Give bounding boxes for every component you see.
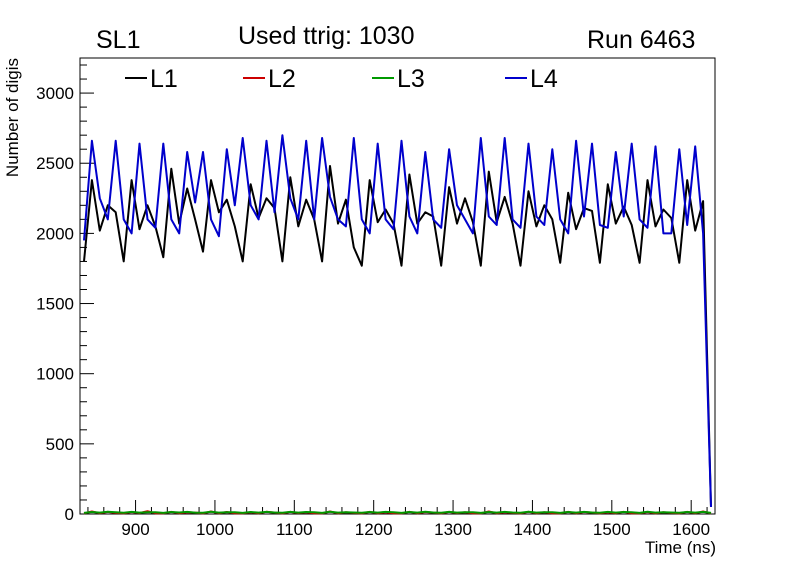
plot-frame	[79, 57, 716, 515]
x-tick-label: 1500	[593, 520, 631, 539]
y-tick-label: 1000	[36, 365, 74, 384]
y-tick-label: 3000	[36, 84, 74, 103]
series-lines	[83, 134, 712, 515]
legend-label-l3: L3	[397, 65, 425, 93]
x-tick-label: 1300	[434, 520, 472, 539]
x-tick-label: 1200	[355, 520, 393, 539]
y-tick-label: 1500	[36, 295, 74, 314]
run-label: Run 6463	[587, 26, 696, 54]
x-tick-label: 900	[121, 520, 149, 539]
y-axis-label: Number of digis	[3, 58, 22, 177]
y-axis: 0 500 1000 1500 2000 2500 3000	[36, 64, 94, 524]
x-tick-label: 1000	[196, 520, 234, 539]
series-l3-line	[83, 510, 712, 514]
y-tick-label: 500	[46, 435, 74, 454]
legend: L1 L2 L3 L4	[125, 65, 558, 93]
legend-label-l2: L2	[268, 65, 296, 93]
y-tick-label: 2500	[36, 154, 74, 173]
y-tick-label: 0	[65, 505, 74, 524]
legend-label-l1: L1	[150, 65, 178, 93]
superlayer-label: SL1	[96, 26, 141, 54]
x-tick-label: 1100	[276, 520, 313, 539]
x-axis-label: Time (ns)	[645, 538, 716, 557]
x-axis: 900 1000 1100 1200 1300 1400 1500 1600	[87, 500, 710, 539]
series-l4-line	[83, 134, 712, 508]
x-tick-label: 1600	[672, 520, 710, 539]
series-l1-line	[83, 165, 712, 508]
chart-title: Used ttrig: 1030	[238, 22, 415, 50]
x-tick-label: 1400	[514, 520, 552, 539]
y-tick-label: 2000	[36, 224, 74, 243]
legend-label-l4: L4	[530, 65, 558, 93]
